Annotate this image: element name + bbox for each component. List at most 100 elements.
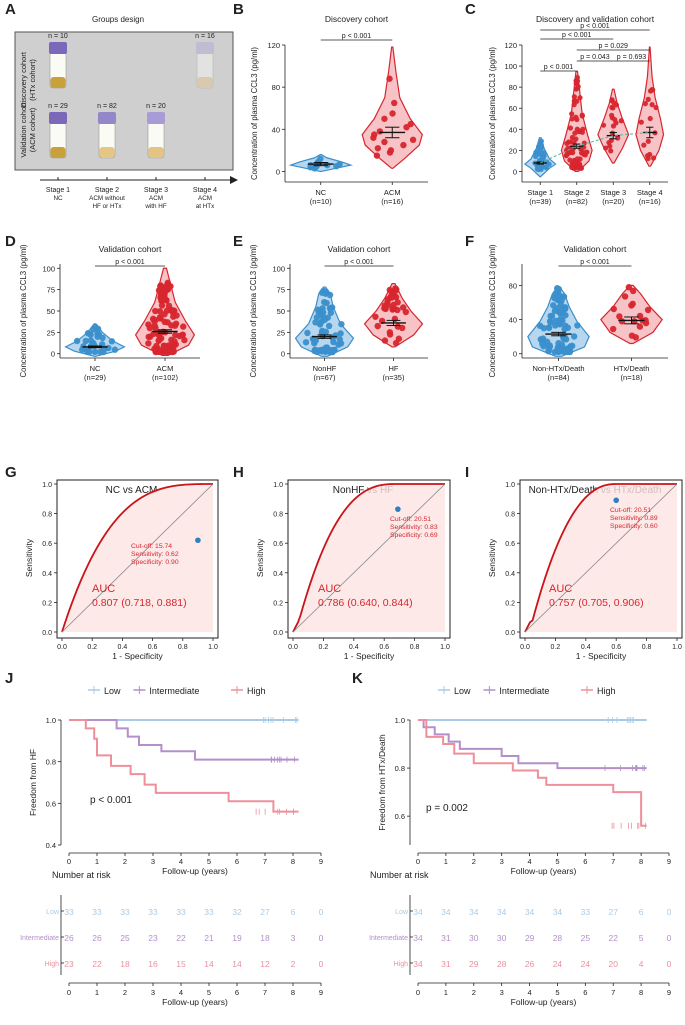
x-axis-label: Follow-up (years) <box>162 866 228 876</box>
data-point <box>539 335 547 342</box>
risk-count: 25 <box>120 933 130 943</box>
stage-label: Stage 3 <box>144 187 168 194</box>
group-label: NC <box>90 364 101 373</box>
x-tick-label: 8 <box>291 857 295 866</box>
x-tick-label: 0.0 <box>57 644 67 651</box>
y-tick-label: 0.6 <box>46 799 56 808</box>
stage-label: at HTx <box>196 203 215 210</box>
data-point <box>541 150 547 156</box>
data-point <box>164 279 172 286</box>
x-tick-label: 6 <box>235 857 239 866</box>
group-n: (n=102) <box>152 373 179 382</box>
data-point <box>641 142 647 148</box>
y-tick-label: 0.6 <box>42 541 52 548</box>
chart-title: NC vs ACM <box>106 485 158 496</box>
data-point <box>91 348 99 356</box>
km-curve-high <box>69 719 299 813</box>
group-n: (n=35) <box>383 373 405 382</box>
data-point <box>600 122 607 128</box>
data-point <box>616 313 623 320</box>
y-tick-label: 100 <box>272 264 285 273</box>
risk-table-title: Number at risk <box>52 870 111 880</box>
data-point <box>169 308 176 316</box>
chart-title: Validation cohort <box>564 244 627 254</box>
data-point <box>304 329 311 337</box>
panel-C: Discovery and validation cohort 0 20 40 60 80… <box>488 14 668 206</box>
data-point <box>551 294 559 301</box>
risk-x-tick-label: 9 <box>667 988 671 997</box>
group-label: ACM <box>384 188 401 197</box>
group-n: (n=67) <box>314 373 336 382</box>
data-point <box>545 343 552 351</box>
risk-x-tick-label: 9 <box>319 988 323 997</box>
data-point <box>386 75 393 82</box>
data-point <box>638 119 644 125</box>
data-point <box>389 306 396 313</box>
x-tick-label: 0.2 <box>319 644 329 651</box>
data-point <box>558 297 565 304</box>
auc-label: AUC <box>549 583 572 595</box>
group-n: (n=20) <box>602 197 624 206</box>
data-point <box>168 336 175 344</box>
x-axis-label: Follow-up (years) <box>511 866 577 876</box>
risk-x-tick-label: 2 <box>472 988 476 997</box>
y-axis-label: Freedom from HF <box>28 749 38 816</box>
data-point <box>645 138 651 144</box>
risk-count: 0 <box>319 933 324 943</box>
panel-letter-I: I <box>465 464 469 481</box>
violin-3 <box>635 46 665 167</box>
risk-x-tick-label: 5 <box>207 988 211 997</box>
x-tick-label: 0.4 <box>581 644 591 651</box>
risk-count: 4 <box>639 959 644 969</box>
risk-count: 34 <box>497 907 507 917</box>
risk-count: 18 <box>260 933 270 943</box>
row-label-line: (HTx cohort) <box>28 59 37 101</box>
data-point <box>327 309 335 316</box>
data-point <box>317 155 324 163</box>
y-tick-label: 1.0 <box>46 716 56 725</box>
risk-count: 34 <box>413 933 423 943</box>
chart-title: Validation cohort <box>328 244 391 254</box>
risk-count: 32 <box>232 907 242 917</box>
x-axis-label: 1 - Specificity <box>112 651 163 661</box>
risk-x-tick-label: 1 <box>444 988 448 997</box>
reference-diagonal <box>61 483 214 633</box>
row-label-line: Discovery cohort <box>19 51 28 108</box>
data-point <box>391 315 399 323</box>
data-point <box>381 302 388 309</box>
data-point <box>550 302 557 309</box>
risk-count: 26 <box>525 959 535 969</box>
data-point <box>319 312 326 319</box>
panel-H: NonHF vs HF 0.0 0.0 0.2 0.2 0.4 0.4 0.6 0.6 0.8 0.… <box>255 479 451 661</box>
panel-letter-J: J <box>5 670 13 687</box>
data-point <box>572 130 578 136</box>
data-point <box>567 157 573 163</box>
stage-label: Stage 1 <box>46 187 70 194</box>
data-point <box>551 307 559 315</box>
data-point <box>609 130 616 136</box>
y-tick-label: 0.8 <box>42 512 52 519</box>
x-tick-label: 0.0 <box>520 644 530 651</box>
risk-x-tick-label: 3 <box>500 988 504 997</box>
data-point <box>323 289 330 296</box>
data-point <box>374 322 381 330</box>
data-point <box>603 145 609 151</box>
group-n: (n=16) <box>381 197 403 206</box>
data-point <box>569 116 575 122</box>
y-tick-label: 0.0 <box>273 630 283 637</box>
panel-I: Non-HTx/Death vs HTx/Death0.00.00.20.20.… <box>487 479 683 661</box>
risk-count: 28 <box>497 959 507 969</box>
x-tick-label: 6 <box>583 857 587 866</box>
data-point <box>564 140 570 147</box>
y-axis-label: Sensitivity <box>255 538 265 577</box>
data-point <box>329 348 336 356</box>
auc-label: AUC <box>318 583 341 595</box>
risk-x-axis-label: Follow-up (years) <box>162 997 228 1007</box>
tube-stage1-validation <box>49 112 67 159</box>
data-point <box>400 141 407 149</box>
y-tick-label: 80 <box>509 281 517 290</box>
data-point <box>158 283 165 291</box>
data-point <box>318 348 326 355</box>
group-label: Stage 1 <box>527 188 553 197</box>
